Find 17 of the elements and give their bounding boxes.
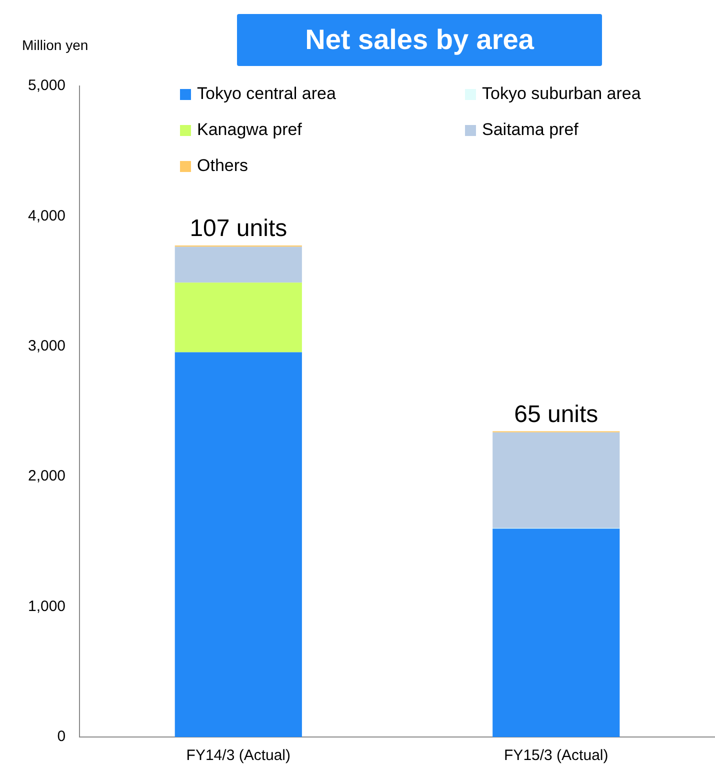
legend-label: Others xyxy=(197,156,248,176)
x-tick-label: FY15/3 (Actual) xyxy=(504,747,608,764)
legend-label: Tokyo central area xyxy=(197,84,336,104)
legend-label: Tokyo suburban area xyxy=(482,84,641,104)
y-tick-label: 5,000 xyxy=(28,77,66,94)
x-tick-label: FY14/3 (Actual) xyxy=(186,747,291,764)
legend-label: Kanagwa pref xyxy=(197,120,302,140)
annotation: 65 units xyxy=(514,400,598,428)
y-tick-label: 3,000 xyxy=(28,338,66,355)
y-tick-label: 4,000 xyxy=(28,207,66,224)
y-tick-label: 2,000 xyxy=(28,468,66,485)
legend-label: Saitama pref xyxy=(482,120,578,140)
y-tick-label: 1,000 xyxy=(28,598,66,615)
annotation: 107 units xyxy=(190,215,288,242)
y-tick-label: 0 xyxy=(57,728,66,746)
y-axis-title: Million yen xyxy=(22,36,88,53)
chart-title: Net sales by area xyxy=(237,14,602,66)
